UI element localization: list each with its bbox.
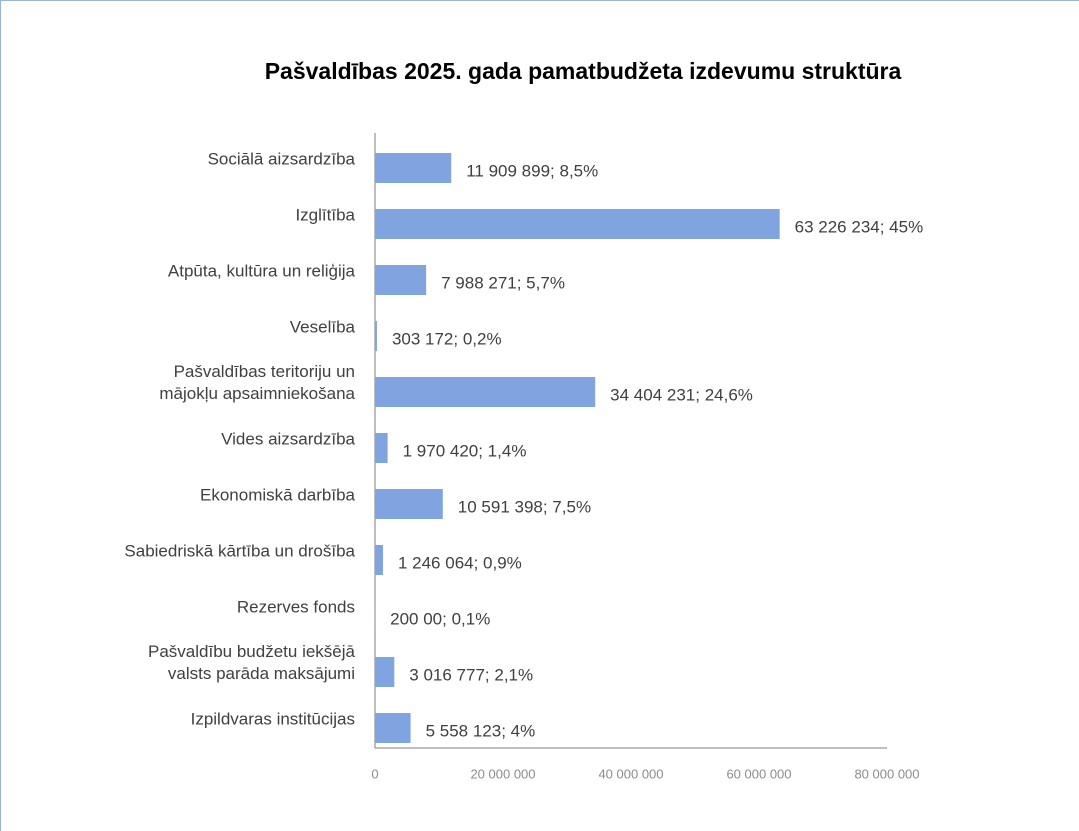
- bar: [375, 545, 383, 575]
- bar: [375, 153, 452, 183]
- y-tick-label: Veselība: [290, 317, 356, 336]
- y-tick-label: Ekonomiskā darbība: [200, 485, 356, 504]
- data-label: 1 246 064; 0,9%: [398, 553, 522, 572]
- data-label: 5 558 123; 4%: [426, 721, 536, 740]
- bar: [375, 657, 395, 687]
- data-label: 10 591 398; 7,5%: [458, 497, 591, 516]
- data-label: 3 016 777; 2,1%: [409, 665, 533, 684]
- data-label: 34 404 231; 24,6%: [610, 385, 753, 404]
- data-label: 1 970 420; 1,4%: [403, 441, 527, 460]
- y-tick-label: Izglītība: [295, 205, 355, 224]
- y-tick-label: Rezerves fonds: [237, 597, 355, 616]
- data-label: 200 00; 0,1%: [390, 609, 490, 628]
- bar: [375, 713, 411, 743]
- bar: [375, 377, 596, 407]
- x-tick-label: 0: [371, 766, 378, 781]
- x-tick-label: 20 000 000: [470, 766, 535, 781]
- y-tick-label: Sabiedriskā kārtība un drošība: [124, 541, 355, 560]
- data-label: 7 988 271; 5,7%: [441, 273, 565, 292]
- bar: [375, 433, 388, 463]
- x-tick-label: 40 000 000: [598, 766, 663, 781]
- chart-title: Pašvaldības 2025. gada pamatbudžeta izde…: [265, 58, 902, 84]
- data-label: 11 909 899; 8,5%: [466, 161, 598, 180]
- y-tick-label: Izpildvaras institūcijas: [191, 709, 355, 728]
- x-tick-label: 60 000 000: [726, 766, 791, 781]
- y-tick-label: Pašvaldības teritoriju un mājokļu apsaimn…: [159, 362, 355, 403]
- data-label: 63 226 234; 45%: [795, 217, 924, 236]
- bar: [375, 489, 443, 519]
- bar: [375, 209, 780, 239]
- y-tick-label: Pašvaldību budžetu iekšējā valsts parāda …: [148, 642, 356, 683]
- x-tick-label: 80 000 000: [854, 766, 919, 781]
- bar: [375, 321, 377, 351]
- y-tick-label: Sociālā aizsardzība: [208, 149, 356, 168]
- y-tick-label: Atpūta, kultūra un reliģija: [168, 261, 356, 280]
- bar: [375, 265, 427, 295]
- y-tick-label: Vides aizsardzība: [221, 429, 355, 448]
- data-label: 303 172; 0,2%: [392, 329, 502, 348]
